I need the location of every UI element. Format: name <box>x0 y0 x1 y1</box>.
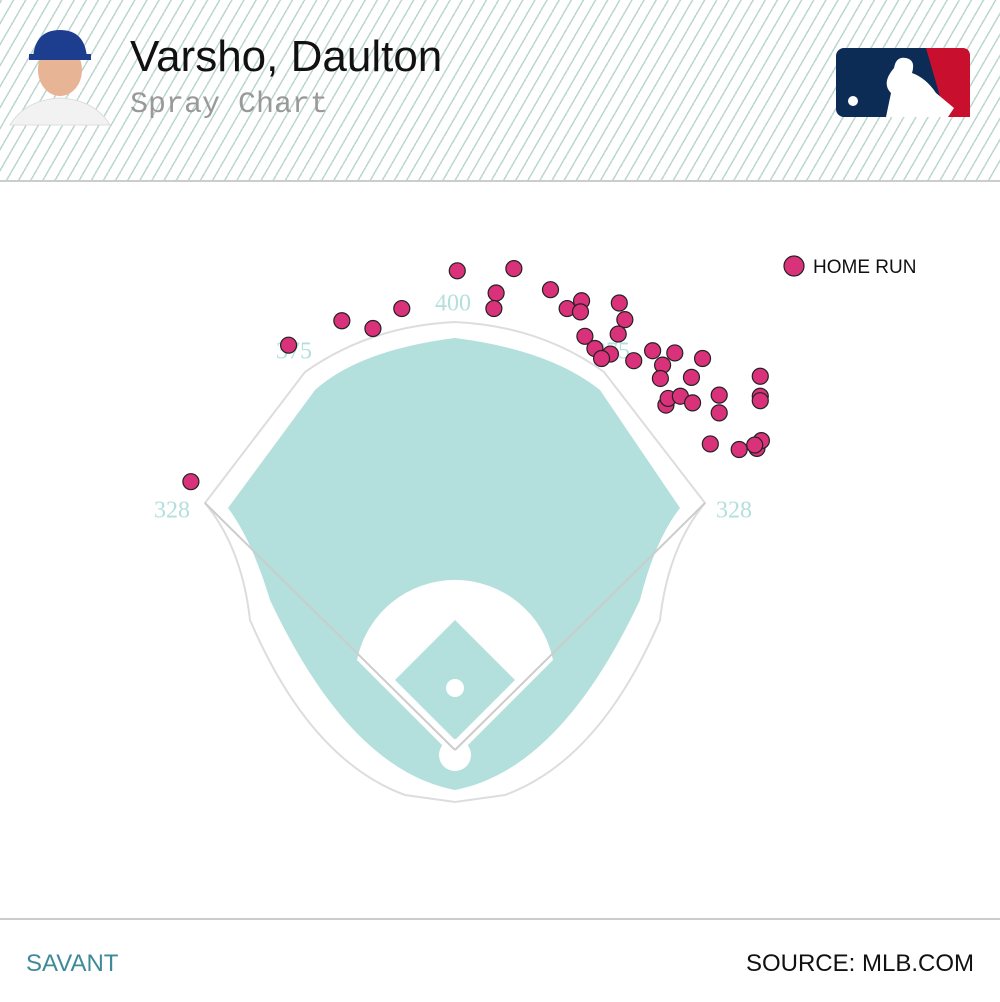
home-run-point <box>701 435 719 453</box>
home-run-point <box>751 392 769 410</box>
home-run-point <box>182 473 200 491</box>
foul-line <box>204 502 456 751</box>
home-run-point <box>610 294 628 312</box>
home-run-point <box>505 259 523 278</box>
wall-label: 328 <box>154 498 190 524</box>
home-run-point <box>487 284 505 302</box>
legend-label: HOME RUN <box>813 257 916 278</box>
player-photo <box>9 30 111 126</box>
home-run-point <box>751 367 769 385</box>
wall-label: 400 <box>435 291 471 317</box>
wall-label: 328 <box>716 498 752 524</box>
home-run-point <box>279 336 298 354</box>
home-run-point <box>710 404 728 422</box>
footer: SAVANT SOURCE: MLB.COM <box>0 918 1000 1002</box>
footer-right: SOURCE: MLB.COM <box>745 950 974 977</box>
home-circle <box>439 739 471 771</box>
home-run-point <box>644 342 662 360</box>
header: Varsho, Daulton Spray Chart <box>0 0 1000 182</box>
subtitle: Spray Chart <box>130 88 329 122</box>
legend-marker <box>783 255 805 277</box>
foul-line <box>454 502 706 751</box>
home-run-point <box>333 312 351 330</box>
title: Varsho, Daulton <box>130 32 443 81</box>
home-run-point <box>448 262 466 280</box>
home-run-point <box>682 368 701 386</box>
mound <box>446 679 464 697</box>
home-run-point <box>485 299 503 318</box>
home-run-point <box>393 299 411 318</box>
mlb-logo <box>836 48 970 117</box>
home-run-point <box>609 325 627 343</box>
home-run-point <box>616 311 634 329</box>
spray-chart: 328 375 400 375 328 HOME RUN <box>154 255 916 804</box>
home-run-point <box>592 349 611 368</box>
outfield <box>228 338 680 790</box>
footer-left: SAVANT <box>26 950 119 977</box>
home-run-point <box>746 436 764 454</box>
home-run-point <box>666 344 684 362</box>
home-run-point <box>541 281 560 299</box>
home-run-point <box>693 349 712 368</box>
home-run-point <box>683 394 702 412</box>
home-run-point <box>571 303 590 321</box>
home-run-point <box>364 319 382 338</box>
home-run-point <box>651 369 669 388</box>
home-run-point <box>710 386 728 404</box>
home-run-point <box>730 440 748 459</box>
home-run-point <box>576 327 594 345</box>
home-run-point <box>625 352 643 370</box>
